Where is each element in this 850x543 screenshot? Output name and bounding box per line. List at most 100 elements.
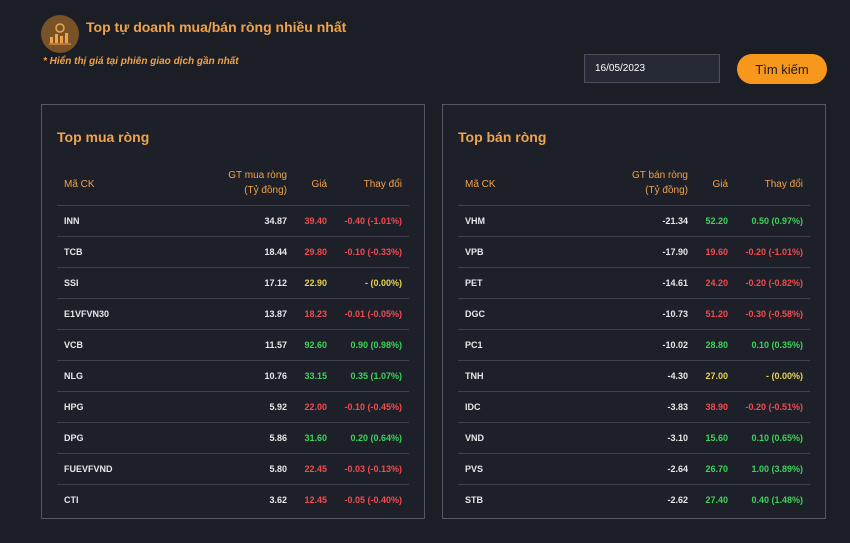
change-cell: -0.40 (-1.01%) [344,216,402,226]
value-cell: -10.73 [662,309,688,319]
symbol-cell[interactable]: NLG [64,371,83,381]
symbol-cell[interactable]: TCB [64,247,83,257]
table-row[interactable]: VND -3.10 15.60 0.10 (0.65%) [458,422,810,453]
top-sell-title: Top bán ròng [458,129,547,145]
change-cell: -0.01 (-0.05%) [344,309,402,319]
change-cell: -0.10 (-0.33%) [344,247,402,257]
price-cell: 22.90 [304,278,327,288]
column-header-change: Thay đổi [764,179,803,190]
price-note: * Hiển thị giá tại phiên giao dịch gần n… [43,56,239,67]
chart-logo-icon [41,15,79,53]
value-cell: -17.90 [662,247,688,257]
table-row[interactable]: VHM -21.34 52.20 0.50 (0.97%) [458,205,810,236]
symbol-cell[interactable]: FUEVFVND [64,464,113,474]
table-row[interactable]: PC1 -10.02 28.80 0.10 (0.35%) [458,329,810,360]
value-cell: -14.61 [662,278,688,288]
search-button[interactable]: Tìm kiếm [737,54,827,84]
value-cell: 3.62 [269,495,287,505]
value-cell: 5.80 [269,464,287,474]
symbol-cell[interactable]: SSI [64,278,79,288]
value-cell: 5.92 [269,402,287,412]
value-cell: -3.10 [667,433,688,443]
symbol-cell[interactable]: HPG [64,402,84,412]
symbol-cell[interactable]: TNH [465,371,484,381]
symbol-cell[interactable]: VHM [465,216,485,226]
symbol-cell[interactable]: PET [465,278,483,288]
value-cell: -2.62 [667,495,688,505]
symbol-cell[interactable]: VND [465,433,485,443]
price-cell: 27.00 [705,371,728,381]
value-cell: -3.83 [667,402,688,412]
change-cell: 0.50 (0.97%) [751,216,803,226]
change-cell: 0.40 (1.48%) [751,495,803,505]
value-cell: -21.34 [662,216,688,226]
symbol-cell[interactable]: VCB [64,340,84,350]
table-row[interactable]: VCB 11.57 92.60 0.90 (0.98%) [57,329,409,360]
table-row[interactable]: NLG 10.76 33.15 0.35 (1.07%) [57,360,409,391]
column-header-symbol: Mã CK [64,179,95,190]
table-row[interactable]: VPB -17.90 19.60 -0.20 (-1.01%) [458,236,810,267]
change-cell: -0.05 (-0.40%) [344,495,402,505]
date-input[interactable] [584,54,720,83]
change-cell: -0.10 (-0.45%) [344,402,402,412]
value-cell: 5.86 [269,433,287,443]
column-header-value-line1: GT mua ròng [228,170,287,181]
symbol-cell[interactable]: PVS [465,464,484,474]
table-row[interactable]: TNH -4.30 27.00 - (0.00%) [458,360,810,391]
symbol-cell[interactable]: INN [64,216,80,226]
price-cell: 22.45 [304,464,327,474]
change-cell: -0.20 (-1.01%) [745,247,803,257]
table-row[interactable]: PET -14.61 24.20 -0.20 (-0.82%) [458,267,810,298]
change-cell: 0.10 (0.65%) [751,433,803,443]
value-cell: 18.44 [264,247,287,257]
table-row[interactable]: DGC -10.73 51.20 -0.30 (-0.58%) [458,298,810,329]
symbol-cell[interactable]: VPB [465,247,484,257]
symbol-cell[interactable]: E1VFVN30 [64,309,110,319]
column-header-value: GT bán ròng (Tỷ đồng) [632,168,688,198]
symbol-cell[interactable]: STB [465,495,483,505]
table-row[interactable]: INN 34.87 39.40 -0.40 (-1.01%) [57,205,409,236]
change-cell: 0.35 (1.07%) [350,371,402,381]
column-header-value-line2: (Tỷ đồng) [645,185,688,196]
price-cell: 28.80 [705,340,728,350]
table-row[interactable]: CTI 3.62 12.45 -0.05 (-0.40%) [57,484,409,515]
symbol-cell[interactable]: DGC [465,309,485,319]
price-cell: 24.20 [705,278,728,288]
price-cell: 51.20 [705,309,728,319]
price-cell: 12.45 [304,495,327,505]
symbol-cell[interactable]: PC1 [465,340,483,350]
change-cell: 0.90 (0.98%) [350,340,402,350]
price-cell: 26.70 [705,464,728,474]
table-row[interactable]: TCB 18.44 29.80 -0.10 (-0.33%) [57,236,409,267]
top-buy-panel: Top mua ròng Mã CK GT mua ròng (Tỷ đồng)… [41,104,425,519]
column-header-price: Giá [311,179,327,190]
symbol-cell[interactable]: IDC [465,402,481,412]
table-row[interactable]: DPG 5.86 31.60 0.20 (0.64%) [57,422,409,453]
value-cell: 11.57 [264,340,287,350]
table-row[interactable]: IDC -3.83 38.90 -0.20 (-0.51%) [458,391,810,422]
change-cell: -0.03 (-0.13%) [344,464,402,474]
value-cell: -4.30 [667,371,688,381]
table-row[interactable]: STB -2.62 27.40 0.40 (1.48%) [458,484,810,515]
price-cell: 52.20 [705,216,728,226]
table-row[interactable]: E1VFVN30 13.87 18.23 -0.01 (-0.05%) [57,298,409,329]
change-cell: -0.30 (-0.58%) [745,309,803,319]
change-cell: -0.20 (-0.82%) [745,278,803,288]
table-row[interactable]: PVS -2.64 26.70 1.00 (3.89%) [458,453,810,484]
value-cell: -2.64 [667,464,688,474]
table-row[interactable]: SSI 17.12 22.90 - (0.00%) [57,267,409,298]
column-header-symbol: Mã CK [465,179,496,190]
symbol-cell[interactable]: CTI [64,495,79,505]
column-header-price: Giá [712,179,728,190]
change-cell: 0.10 (0.35%) [751,340,803,350]
table-row[interactable]: FUEVFVND 5.80 22.45 -0.03 (-0.13%) [57,453,409,484]
change-cell: - (0.00%) [364,278,402,288]
value-cell: 13.87 [264,309,287,319]
value-cell: 34.87 [264,216,287,226]
value-cell: 17.12 [264,278,287,288]
price-cell: 18.23 [304,309,327,319]
price-cell: 38.90 [705,402,728,412]
symbol-cell[interactable]: DPG [64,433,84,443]
value-cell: -10.02 [662,340,688,350]
table-row[interactable]: HPG 5.92 22.00 -0.10 (-0.45%) [57,391,409,422]
